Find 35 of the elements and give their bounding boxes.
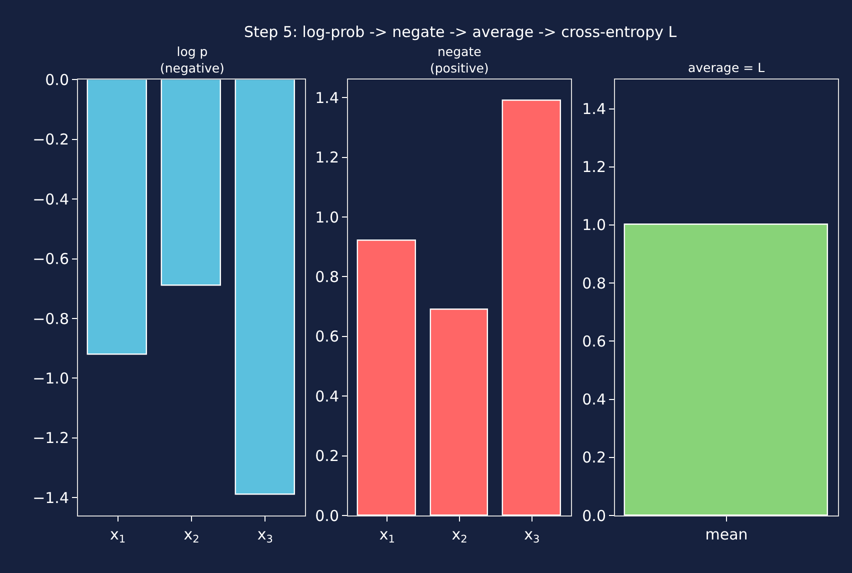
y-tick-label: −0.2 <box>32 130 69 149</box>
y-tick-label: 0.6 <box>315 328 339 346</box>
y-tick-label: 1.0 <box>582 216 606 234</box>
chart-subtitle: log p (negative) <box>160 44 224 76</box>
x-tick-label: x$_{3}$ <box>524 526 540 546</box>
x-tick-label: x$_{3}$ <box>257 526 273 546</box>
x-tick-label: mean <box>705 526 748 544</box>
y-tick-label: 0.4 <box>315 387 339 406</box>
y-tick-label: 0.0 <box>315 506 339 525</box>
y-tick-label: 1.4 <box>582 100 606 118</box>
y-tick-label: 0.8 <box>315 268 339 286</box>
y-tick-label: 1.0 <box>315 208 339 226</box>
y-tick-label: 0.2 <box>315 447 339 466</box>
y-tick-label: −1.2 <box>32 429 69 448</box>
y-tick-label: −0.6 <box>32 250 69 268</box>
y-tick-label: 1.2 <box>315 148 339 167</box>
y-tick-label: 0.0 <box>45 70 69 89</box>
y-tick-label: −0.8 <box>32 310 69 328</box>
x-tick-label: x$_{2}$ <box>184 526 200 546</box>
x-tick-label: x$_{1}$ <box>379 526 395 546</box>
y-tick-label: 0.6 <box>582 332 606 350</box>
x-tick-label: x$_{1}$ <box>110 526 126 546</box>
y-tick-label: 0.0 <box>582 506 606 525</box>
y-tick-label: 1.2 <box>582 158 606 176</box>
text: Step 5: log-prob -> negate -> average -> cross-entropy L <box>244 23 678 41</box>
x-tick-label: x$_{2}$ <box>452 526 468 546</box>
chart-subtitle: average = L <box>688 60 765 75</box>
y-tick-label: 0.2 <box>582 448 606 467</box>
y-tick-label: −1.0 <box>32 369 69 388</box>
y-tick-label: 0.8 <box>582 274 606 292</box>
chart-subtitle: negate (positive) <box>430 44 489 76</box>
y-tick-label: 0.4 <box>582 390 606 409</box>
y-tick-label: 1.4 <box>315 88 339 107</box>
y-tick-label: −1.4 <box>32 488 69 507</box>
y-tick-label: −0.4 <box>32 190 69 208</box>
